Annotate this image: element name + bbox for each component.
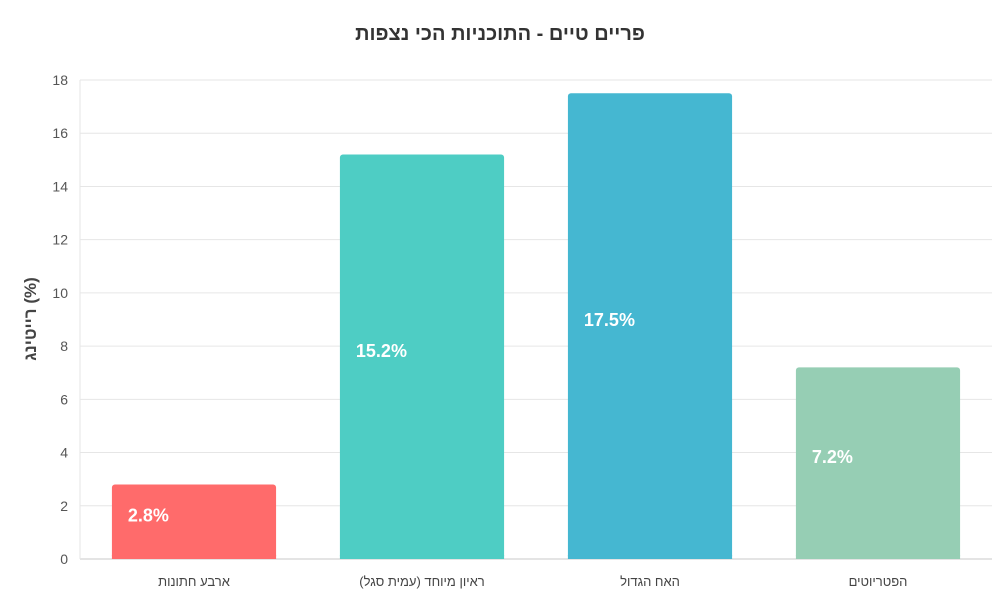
- data-labels: 2.8% 15.2% 17.5% 7.2%: [128, 310, 853, 526]
- x-tick-label: האח הגדול: [620, 574, 680, 589]
- x-tick-label: ארבע חתונות: [158, 574, 230, 589]
- bar-base: [339, 555, 505, 559]
- y-tick-label: 6: [60, 391, 68, 407]
- bar: [339, 154, 505, 559]
- y-tick-label: 8: [60, 338, 68, 354]
- y-tick-label: 12: [52, 232, 68, 248]
- y-tick-label: 0: [60, 551, 68, 567]
- bar: [795, 367, 961, 559]
- y-tick-label: 18: [52, 72, 68, 88]
- y-tick-label: 2: [60, 498, 68, 514]
- data-label: 2.8%: [128, 506, 169, 526]
- y-tick-label: 10: [52, 285, 68, 301]
- bar-base: [111, 555, 277, 559]
- y-tick-label: 14: [52, 178, 68, 194]
- bar: [567, 93, 733, 560]
- chart-title: פריים טיים - התוכניות הכי נצפות: [355, 23, 645, 45]
- bars: [111, 93, 961, 560]
- y-axis-label: רייטינג (%): [21, 277, 40, 361]
- bar-base: [795, 555, 961, 559]
- y-tick-label: 4: [60, 445, 68, 461]
- y-axis-ticks: 0 2 4 6 8 10 12 14 16 18: [52, 72, 68, 567]
- x-tick-label: ראיון מיוחד (עמית סגל): [359, 574, 484, 589]
- x-axis-ticks: ארבע חתונות ראיון מיוחד (עמית סגל) האח הגד…: [158, 574, 907, 589]
- data-label: 17.5%: [584, 310, 635, 330]
- data-label: 15.2%: [356, 341, 407, 361]
- x-tick-label: הפטריוטים: [849, 574, 908, 589]
- bar-base: [567, 555, 733, 559]
- data-label: 7.2%: [812, 447, 853, 467]
- y-tick-label: 16: [52, 125, 68, 141]
- bar: [111, 484, 277, 559]
